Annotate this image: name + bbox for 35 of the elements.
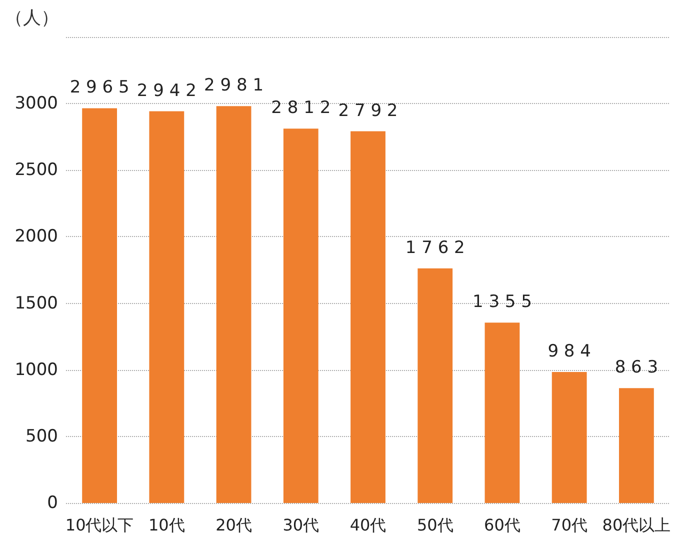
y-tick-label: 2500: [14, 160, 58, 180]
data-label: 2 9 4 2: [136, 80, 196, 101]
y-tick-label: 3000: [14, 94, 58, 114]
data-label: 2 8 1 2: [271, 98, 331, 118]
bar: [82, 108, 118, 503]
x-tick-label: 80代以上: [602, 516, 671, 534]
data-label: 2 9 8 1: [204, 76, 264, 96]
bar: [618, 388, 654, 503]
data-label: 2 9 6 5: [70, 78, 130, 98]
x-tick-label: 70代: [551, 516, 588, 534]
x-tick-label: 20代: [216, 516, 252, 534]
data-label: 2 7 9 2: [338, 100, 398, 121]
data-label: 1 3 5 5: [472, 292, 532, 312]
x-tick-label: 40代: [350, 516, 386, 534]
bar: [350, 131, 386, 503]
bar: [484, 322, 520, 503]
x-tick-label: 10代以下: [65, 516, 134, 534]
data-label: 9 8 4: [548, 341, 591, 362]
bar: [216, 106, 252, 503]
bar: [552, 372, 587, 503]
y-tick-label: 1500: [14, 293, 58, 314]
data-label: 8 6 3: [614, 358, 658, 378]
y-tick-label: 2000: [14, 226, 58, 247]
y-tick-label: 1000: [14, 360, 58, 380]
bar: [283, 128, 318, 503]
bar: [418, 268, 453, 503]
x-tick-label: 50代: [416, 516, 454, 534]
x-tick-label: 60代: [484, 516, 520, 534]
x-tick-label: 10代: [148, 516, 185, 534]
y-axis-title: （人）: [5, 8, 59, 28]
y-tick-label: 0: [47, 493, 58, 513]
x-tick-label: 30代: [282, 516, 320, 534]
bar: [149, 111, 184, 503]
data-label: 1 7 6 2: [405, 238, 465, 258]
y-tick-label: 500: [26, 426, 58, 446]
